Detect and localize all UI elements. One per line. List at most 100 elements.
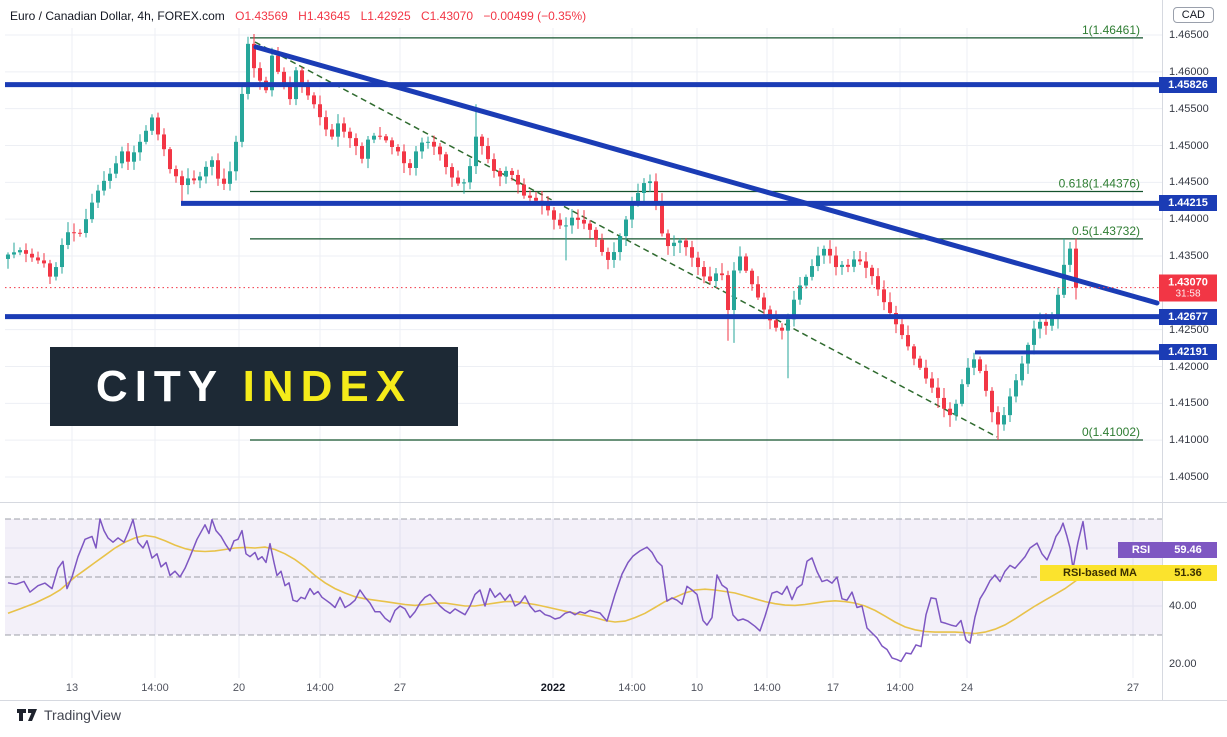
candle-body [120,151,124,164]
candle-body [186,178,190,186]
time-axis-label: 10 [690,682,704,694]
candle-body [96,190,100,203]
time-axis-label: 14:00 [306,682,334,694]
candle-body [174,169,178,177]
candle-body [744,256,748,271]
candle-body [258,68,262,81]
candle-body [762,297,766,310]
candle-body [594,229,598,240]
candle-body [42,260,46,264]
price-axis[interactable]: 1.46500 1.46000 1.45500 1.45000 1.44500 1.440… [1159,0,1227,678]
candle-body [312,95,316,105]
candle-body [834,255,838,268]
candle-body [414,151,418,168]
candle-body [372,135,376,140]
candle-body [480,136,484,147]
price-level-badge: 1.42677 [1159,308,1217,325]
candle-body [300,70,304,85]
candle-body [888,302,892,313]
candle-body [942,397,946,409]
candle-body [24,250,28,254]
candle-body [342,123,346,132]
city-index-watermark: CITY INDEX [50,347,458,426]
ohlc-close: C1.43070 [420,9,474,23]
candle-body [606,251,610,260]
time-axis-label: 14:00 [753,682,781,694]
tradingview-attribution[interactable]: TradingView [16,707,121,723]
candlestick-series [6,34,1078,441]
price-level-badge: 1.44215 [1159,195,1217,212]
price-axis-label: 1.44000 [1169,213,1209,226]
symbol-legend[interactable]: Euro / Canadian Dollar, 4h, FOREX.com O1… [10,9,586,23]
candle-body [684,240,688,248]
candle-body [756,284,760,298]
candle-body [858,259,862,262]
candle-body [786,319,790,331]
time-axis-label: 20 [232,682,246,694]
candle-body [180,176,184,186]
candle-body [210,160,214,167]
candle-body [702,267,706,277]
candle-body [1062,264,1066,295]
ohlc-low: L1.42925 [360,9,411,23]
pane-separator[interactable] [0,502,1227,503]
candle-body [864,261,868,268]
ohlc-open: O1.43569 [235,9,288,23]
price-axis-label: 1.46500 [1169,29,1209,41]
candle-body [534,197,538,201]
candle-body [498,170,502,177]
candle-body [516,174,520,185]
candle-body [420,142,424,152]
candle-body [474,136,478,167]
candle-body [504,170,508,177]
time-axis-label: 13 [65,682,79,694]
candle-body [234,141,238,172]
candle-body [402,151,406,164]
candle-body [978,359,982,371]
candle-body [546,204,550,211]
candle-body [1038,321,1042,329]
candle-body [612,252,616,260]
time-axis[interactable]: 13 14:00 20 14:00 27 2022 14:00 10 14:00 17 14:00 2… [0,678,1162,700]
candle-body [228,171,232,184]
candle-body [924,367,928,379]
candle-body [78,232,82,234]
candle-body [582,219,586,224]
candle-body [252,43,256,69]
candle-body [906,335,910,347]
candle-body [552,210,556,220]
rsi-axis-label: 40.00 [1169,600,1197,612]
candle-body [30,253,34,258]
candle-body [990,390,994,413]
rsi-line [7,518,1088,663]
candle-body [138,141,142,153]
time-axis-label: 24 [960,682,974,694]
candle-body [1068,248,1072,265]
candle-body [246,43,250,94]
candle-body [630,202,634,220]
candle-body [1044,321,1048,326]
candle-body [102,180,106,191]
candle-body [750,270,754,285]
candle-body [1014,380,1018,397]
candle-body [984,370,988,391]
candle-body [804,276,808,286]
time-axis-label: 14:00 [618,682,646,694]
candle-body [576,217,580,220]
candle-body [162,134,166,150]
tradingview-wordmark: TradingView [44,707,122,723]
candle-body [468,166,472,183]
candle-body [12,252,16,255]
quote-currency-badge: CAD [1172,7,1214,23]
price-axis-label: 1.44500 [1169,176,1209,189]
candle-body [222,178,226,184]
candle-body [660,202,664,234]
candle-body [1002,415,1006,425]
candle-body [306,84,310,96]
ohlc-high: H1.43645 [298,9,351,23]
candle-body [282,71,286,83]
candle-body [426,141,430,143]
candle-body [666,233,670,247]
candle-body [624,219,628,237]
